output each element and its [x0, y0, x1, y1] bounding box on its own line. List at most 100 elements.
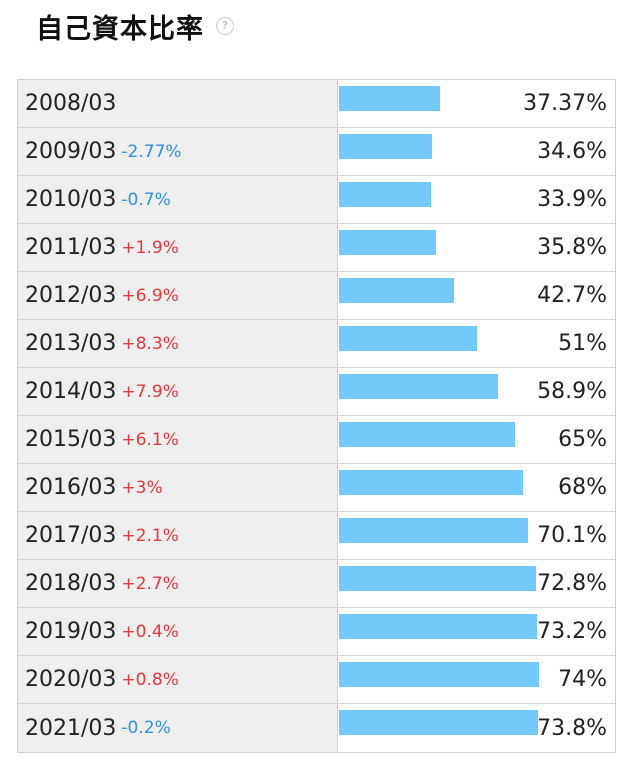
- bar-cell: 33.9%: [338, 176, 615, 223]
- table-row: 2015/03 +6.1% 65%: [18, 416, 615, 464]
- category-label: 2012/03: [25, 283, 117, 308]
- row-label-cell: 2013/03 +8.3%: [18, 320, 338, 367]
- bar-cell: 70.1%: [338, 512, 615, 559]
- table-row: 2019/03 +0.4% 73.2%: [18, 608, 615, 656]
- table-row: 2014/03 +7.9% 58.9%: [18, 368, 615, 416]
- header: 自己資本比率 ?: [36, 6, 234, 46]
- change-label: +1.9%: [121, 237, 179, 258]
- change-label: +8.3%: [121, 333, 179, 354]
- row-label-cell: 2009/03 -2.77%: [18, 128, 338, 175]
- data-label: 51%: [558, 331, 607, 356]
- data-label: 72.8%: [537, 571, 607, 596]
- bar: [339, 566, 536, 591]
- category-label: 2020/03: [25, 667, 117, 692]
- data-label: 35.8%: [537, 235, 607, 260]
- category-label: 2014/03: [25, 379, 117, 404]
- category-label: 2016/03: [25, 475, 117, 500]
- chart-title: 自己資本比率: [36, 13, 204, 45]
- data-label: 34.6%: [537, 139, 607, 164]
- change-label: +6.9%: [121, 285, 179, 306]
- table-row: 2010/03 -0.7% 33.9%: [18, 176, 615, 224]
- bar: [339, 470, 523, 495]
- category-label: 2011/03: [25, 235, 117, 260]
- bar-cell: 68%: [338, 464, 615, 511]
- bar: [339, 326, 477, 351]
- change-label: +3%: [121, 477, 163, 498]
- bar: [339, 422, 515, 447]
- bar-cell: 35.8%: [338, 224, 615, 271]
- bar: [339, 374, 498, 399]
- data-label: 37.37%: [523, 91, 607, 116]
- data-label: 73.8%: [537, 715, 607, 741]
- table-row: 2016/03 +3% 68%: [18, 464, 615, 512]
- bar: [339, 614, 537, 639]
- data-label: 74%: [558, 667, 607, 692]
- category-label: 2021/03: [25, 715, 117, 741]
- table-row: 2012/03 +6.9% 42.7%: [18, 272, 615, 320]
- table-row: 2020/03 +0.8% 74%: [18, 656, 615, 704]
- table-row: 2008/03 37.37%: [18, 80, 615, 128]
- change-label: -0.2%: [121, 718, 171, 738]
- row-label-cell: 2019/03 +0.4%: [18, 608, 338, 655]
- bar-cell: 74%: [338, 656, 615, 703]
- bar-cell: 51%: [338, 320, 615, 367]
- change-label: +0.8%: [121, 669, 179, 690]
- bar: [339, 182, 431, 207]
- table-row: 2018/03 +2.7% 72.8%: [18, 560, 615, 608]
- table-row: 2021/03 -0.2% 73.8%: [18, 704, 615, 752]
- row-label-cell: 2018/03 +2.7%: [18, 560, 338, 607]
- data-label: 58.9%: [537, 379, 607, 404]
- bar: [339, 518, 528, 543]
- bar-cell: 58.9%: [338, 368, 615, 415]
- row-label-cell: 2008/03: [18, 80, 338, 127]
- equity-ratio-chart: 2008/03 37.37% 2009/03 -2.77% 34.6% 2010/03 -0…: [17, 79, 616, 753]
- row-label-cell: 2014/03 +7.9%: [18, 368, 338, 415]
- change-label: +7.9%: [121, 381, 179, 402]
- row-label-cell: 2016/03 +3%: [18, 464, 338, 511]
- bar-cell: 34.6%: [338, 128, 615, 175]
- change-label: -0.7%: [121, 189, 171, 210]
- bar: [339, 278, 454, 303]
- bar-cell: 73.8%: [338, 704, 615, 752]
- table-row: 2011/03 +1.9% 35.8%: [18, 224, 615, 272]
- data-label: 70.1%: [537, 523, 607, 548]
- row-label-cell: 2015/03 +6.1%: [18, 416, 338, 463]
- bar: [339, 710, 538, 735]
- question-circle-icon[interactable]: ?: [216, 17, 234, 35]
- bar: [339, 662, 539, 687]
- category-label: 2018/03: [25, 571, 117, 596]
- table-row: 2013/03 +8.3% 51%: [18, 320, 615, 368]
- row-label-cell: 2012/03 +6.9%: [18, 272, 338, 319]
- bar-cell: 73.2%: [338, 608, 615, 655]
- bar-cell: 65%: [338, 416, 615, 463]
- bar-cell: 37.37%: [338, 80, 615, 127]
- data-label: 73.2%: [537, 619, 607, 644]
- category-label: 2008/03: [25, 91, 117, 116]
- category-label: 2013/03: [25, 331, 117, 356]
- category-label: 2009/03: [25, 139, 117, 164]
- change-label: +0.4%: [121, 621, 179, 642]
- bar-cell: 72.8%: [338, 560, 615, 607]
- bar-cell: 42.7%: [338, 272, 615, 319]
- category-label: 2015/03: [25, 427, 117, 452]
- row-label-cell: 2021/03 -0.2%: [18, 704, 338, 752]
- bar: [339, 230, 436, 255]
- table-row: 2017/03 +2.1% 70.1%: [18, 512, 615, 560]
- change-label: +2.7%: [121, 573, 179, 594]
- change-label: -2.77%: [121, 141, 182, 162]
- category-label: 2017/03: [25, 523, 117, 548]
- row-label-cell: 2011/03 +1.9%: [18, 224, 338, 271]
- category-label: 2019/03: [25, 619, 117, 644]
- row-label-cell: 2010/03 -0.7%: [18, 176, 338, 223]
- change-label: +6.1%: [121, 429, 179, 450]
- table-row: 2009/03 -2.77% 34.6%: [18, 128, 615, 176]
- data-label: 33.9%: [537, 187, 607, 212]
- row-label-cell: 2020/03 +0.8%: [18, 656, 338, 703]
- bar: [339, 134, 432, 159]
- change-label: +2.1%: [121, 525, 179, 546]
- data-label: 42.7%: [537, 283, 607, 308]
- bar: [339, 86, 440, 111]
- data-label: 65%: [558, 427, 607, 452]
- data-label: 68%: [558, 475, 607, 500]
- category-label: 2010/03: [25, 187, 117, 212]
